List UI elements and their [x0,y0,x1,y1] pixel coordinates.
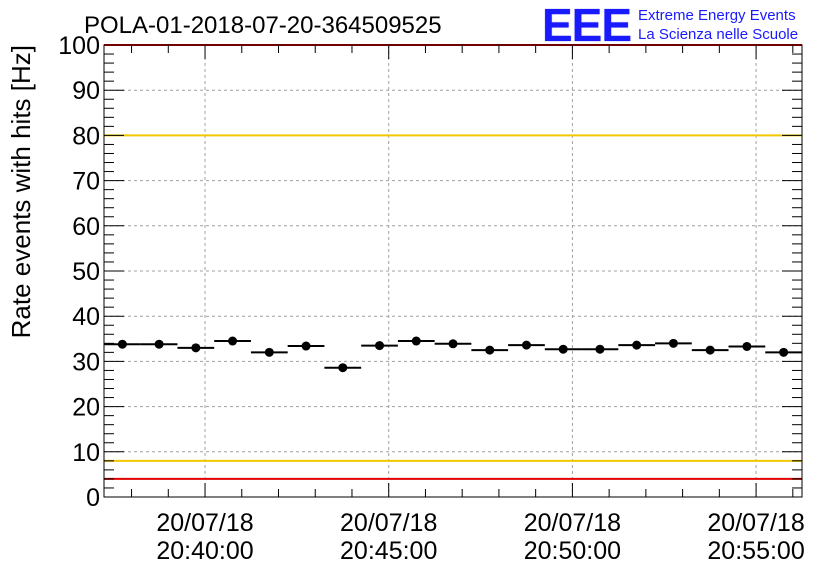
data-point [301,341,311,351]
y-tick-label: 50 [72,258,100,286]
y-tick-label: 10 [72,439,100,467]
data-point [668,338,678,348]
data-point [632,340,642,350]
y-tick-label: 30 [72,348,100,376]
x-tick-label-time: 20:50:00 [524,537,621,565]
x-tick-label-date: 20/07/18 [156,509,253,537]
data-point [595,344,605,354]
data-point [411,336,421,346]
y-tick-label: 0 [86,484,100,512]
data-point [521,340,531,350]
reference-lines [104,44,802,480]
data-point [338,363,348,373]
data-point [264,347,274,357]
x-tick-label-date: 20/07/18 [340,509,437,537]
logo-line-1: Extreme Energy Events [638,7,796,24]
y-tick-label: 100 [58,32,100,60]
logo-text: Extreme Energy Events La Scienza nelle S… [638,6,798,44]
data-point [228,336,238,346]
data-point [779,347,789,357]
y-tick-label: 40 [72,303,100,331]
data-point [191,343,201,353]
chart-title: POLA-01-2018-07-20-364509525 [84,12,442,39]
data-point [117,339,127,349]
y-tick-label: 20 [72,394,100,422]
data-series [104,336,802,373]
y-tick-label: 60 [72,213,100,241]
data-point [375,341,385,351]
data-point [154,339,164,349]
logo-line-2: La Scienza nelle Scuole [638,26,799,43]
axis-labels: 010203040506070809010020/07/1820:40:0020… [58,32,804,565]
x-tick-label-time: 20:40:00 [156,537,253,565]
grid [104,45,802,497]
y-axis-title: Rate events with hits [Hz] [6,45,36,338]
data-point [558,344,568,354]
data-point [485,345,495,355]
logo-letters: EEE [542,0,632,51]
axis-ticks [104,44,802,498]
data-point [742,341,752,351]
x-tick-label-time: 20:55:00 [707,537,804,565]
data-point [448,339,458,349]
x-tick-label-date: 20/07/18 [524,509,621,537]
y-tick-label: 70 [72,168,100,196]
y-tick-label: 90 [72,77,100,105]
y-tick-label: 80 [72,122,100,150]
x-tick-label-time: 20:45:00 [340,537,437,565]
x-tick-label-date: 20/07/18 [707,509,804,537]
data-point [705,345,715,355]
